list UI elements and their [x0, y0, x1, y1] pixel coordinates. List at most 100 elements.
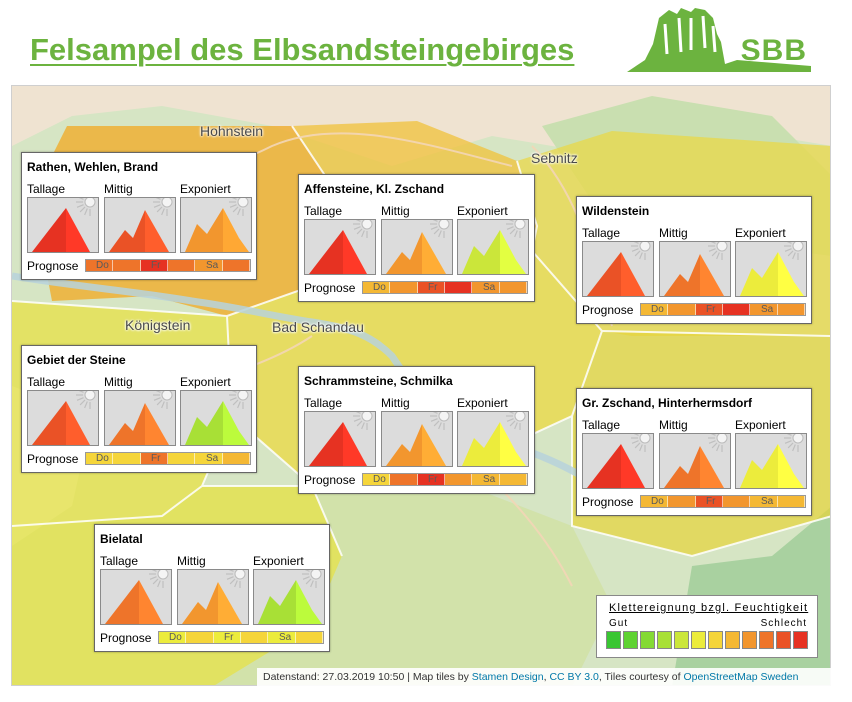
forecast-segment	[777, 496, 805, 507]
rock-mittig-tile[interactable]	[659, 241, 731, 297]
rock-exponiert-tile[interactable]	[457, 219, 529, 275]
stamen-link[interactable]: Stamen Design	[471, 671, 544, 683]
column-label-tallage: Tallage	[582, 418, 621, 432]
forecast-segment	[750, 304, 778, 315]
sun-icon	[784, 242, 799, 260]
rock-exponiert-tile[interactable]	[457, 411, 529, 467]
rock-tallage-tile[interactable]	[582, 241, 654, 297]
forecast-label: Prognose	[27, 259, 79, 273]
forecast-segment	[499, 474, 527, 485]
rock-mountain-icon	[386, 220, 450, 274]
area-title: Rathen, Wehlen, Brand	[27, 160, 159, 174]
legend-swatch	[623, 631, 638, 649]
forecast-label: Prognose	[100, 631, 152, 645]
header: Felsampel des Elbsandsteingebirges SBB	[0, 0, 852, 80]
column-label-mittig: Mittig	[381, 396, 410, 410]
area-title: Bielatal	[100, 532, 143, 546]
forecast-bar: Do Fr Sa	[158, 631, 324, 644]
forecast-segment	[195, 453, 223, 464]
place-bad-schandau: Bad Schandau	[272, 319, 364, 335]
rock-mountain-icon	[740, 242, 804, 296]
sun-icon	[302, 570, 317, 588]
column-label-tallage: Tallage	[582, 226, 621, 240]
rock-exponiert-tile[interactable]	[735, 433, 807, 489]
rock-tallage-tile[interactable]	[582, 433, 654, 489]
column-label-exponiert: Exponiert	[457, 396, 508, 410]
rock-tallage-tile[interactable]	[27, 197, 99, 253]
forecast-segment	[417, 282, 445, 293]
rock-mittig-tile[interactable]	[381, 411, 453, 467]
rock-mittig-tile[interactable]	[104, 197, 176, 253]
forecast-segment	[472, 474, 500, 485]
forecast-segment	[363, 282, 391, 293]
area-panel-gebiet[interactable]: Gebiet der Steine Tallage Mittig Exponiert P…	[21, 345, 257, 473]
column-label-tallage: Tallage	[27, 375, 66, 389]
area-panel-wildenstein[interactable]: Wildenstein Tallage Mittig Exponiert Prognos…	[576, 196, 812, 324]
rock-mountain-icon	[109, 198, 173, 252]
legend-swatch	[640, 631, 655, 649]
sun-icon	[784, 434, 799, 452]
forecast-segment	[86, 260, 114, 271]
rock-mountain-icon	[182, 570, 246, 624]
rock-mittig-tile[interactable]	[659, 433, 731, 489]
sun-icon	[226, 570, 241, 588]
place-koenigstein: Königstein	[125, 317, 191, 333]
legend-swatch	[776, 631, 791, 649]
legend-swatch	[725, 631, 740, 649]
license-link[interactable]: CC BY 3.0	[549, 671, 599, 683]
column-label-exponiert: Exponiert	[735, 418, 786, 432]
legend-swatch	[793, 631, 808, 649]
rock-mittig-tile[interactable]	[104, 390, 176, 446]
attribution: Datenstand: 27.03.2019 10:50 | Map tiles…	[257, 668, 831, 686]
rock-mountain-icon	[32, 391, 96, 445]
forecast-segment	[722, 496, 751, 507]
forecast-segment	[444, 474, 473, 485]
osm-link[interactable]: OpenStreetMap Sweden	[683, 671, 799, 683]
sbb-logo[interactable]: SBB	[625, 4, 811, 74]
area-panel-affensteine[interactable]: Affensteine, Kl. Zschand Tallage Mittig Exp…	[298, 174, 535, 302]
sun-icon	[76, 391, 91, 409]
map[interactable]: Hohnstein Sebnitz Königstein Bad Schanda…	[11, 85, 831, 686]
forecast-segment	[222, 453, 250, 464]
rock-exponiert-tile[interactable]	[180, 390, 252, 446]
sun-icon	[153, 391, 168, 409]
column-label-mittig: Mittig	[381, 204, 410, 218]
forecast-segment	[668, 496, 696, 507]
forecast-segment	[750, 496, 778, 507]
rock-mountain-icon	[185, 198, 249, 252]
rock-mountain-icon	[740, 434, 804, 488]
column-label-tallage: Tallage	[27, 182, 66, 196]
legend-low-label: Gut	[609, 618, 629, 629]
rock-tallage-tile[interactable]	[304, 411, 376, 467]
forecast-segment	[113, 453, 141, 464]
rock-tallage-tile[interactable]	[100, 569, 172, 625]
forecast-segment	[86, 453, 114, 464]
rock-mountain-icon	[587, 242, 651, 296]
forecast-segment	[444, 282, 473, 293]
rock-mountain-icon	[462, 220, 526, 274]
forecast-segment	[641, 496, 669, 507]
area-panel-schrammsteine[interactable]: Schrammsteine, Schmilka Tallage Mittig Expo…	[298, 366, 535, 494]
forecast-bar: Do Fr Sa	[362, 473, 528, 486]
column-label-exponiert: Exponiert	[253, 554, 304, 568]
rock-mittig-tile[interactable]	[177, 569, 249, 625]
sun-icon	[353, 412, 368, 430]
rock-exponiert-tile[interactable]	[253, 569, 325, 625]
rock-exponiert-tile[interactable]	[180, 197, 252, 253]
forecast-segment	[167, 260, 196, 271]
rock-tallage-tile[interactable]	[27, 390, 99, 446]
sun-icon	[76, 198, 91, 216]
rock-exponiert-tile[interactable]	[735, 241, 807, 297]
area-panel-rathen[interactable]: Rathen, Wehlen, Brand Tallage Mittig Exponi…	[21, 152, 257, 280]
area-panel-bielatal[interactable]: Bielatal Tallage Mittig Exponiert Prognose Do…	[94, 524, 330, 652]
column-label-mittig: Mittig	[104, 182, 133, 196]
rock-tallage-tile[interactable]	[304, 219, 376, 275]
forecast-segment	[140, 453, 168, 464]
rock-mittig-tile[interactable]	[381, 219, 453, 275]
legend-swatch	[759, 631, 774, 649]
attribution-datenstand: Datenstand: 27.03.2019 10:50 | Map tiles…	[263, 671, 472, 683]
sun-icon	[506, 412, 521, 430]
area-panel-zschand[interactable]: Gr. Zschand, Hinterhermsdorf Tallage Mitti…	[576, 388, 812, 516]
forecast-label: Prognose	[304, 281, 356, 295]
forecast-bar: Do Fr Sa	[640, 303, 806, 316]
